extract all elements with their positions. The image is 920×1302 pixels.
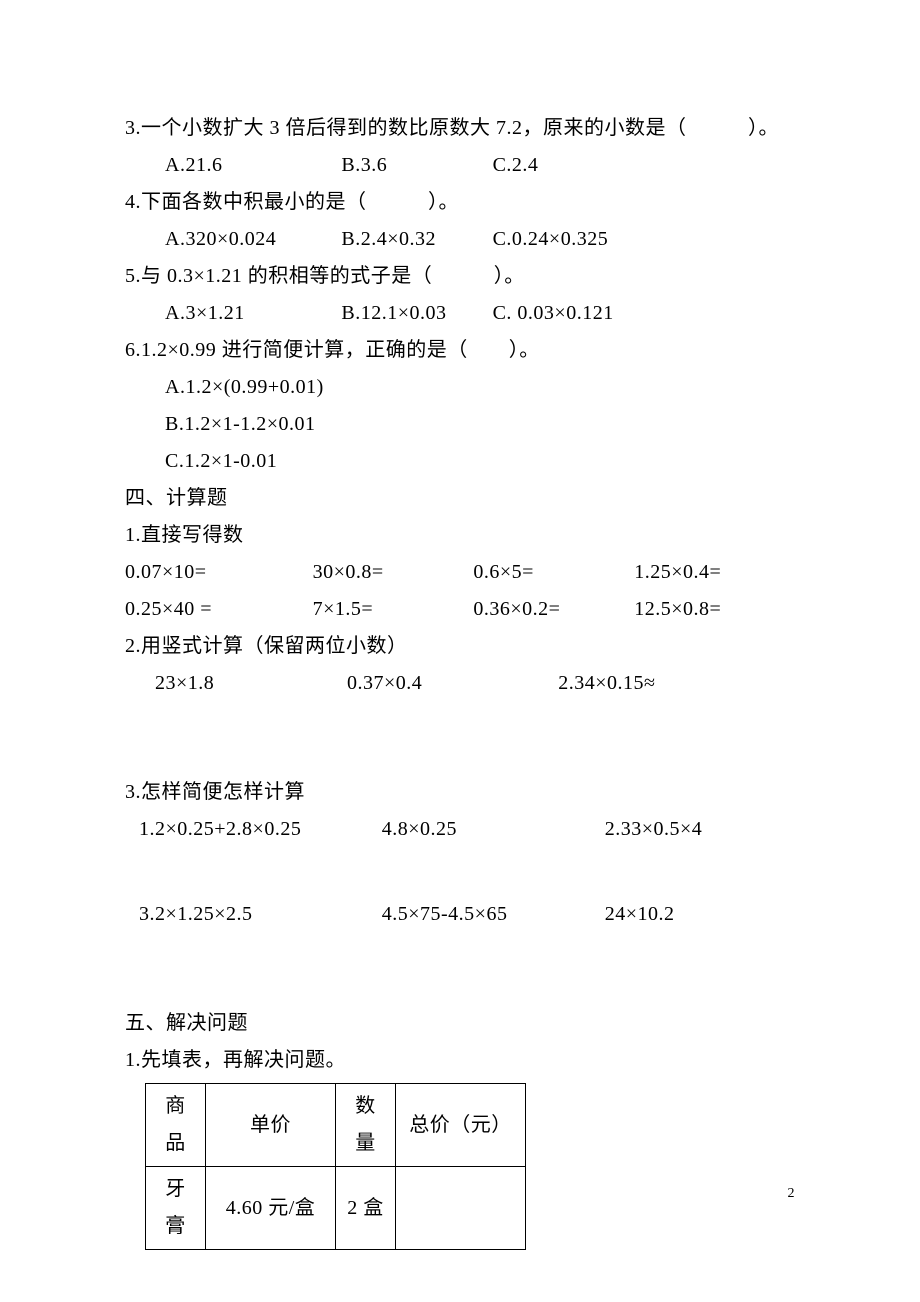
s4p1r1c2: 30×0.8= (313, 554, 474, 591)
s5-p1-title: 1.先填表，再解决问题。 (125, 1042, 795, 1079)
section-4-title: 四、计算题 (125, 480, 795, 517)
s4p1r1c3: 0.6×5= (473, 554, 634, 591)
s4-p3-row2: 3.2×1.25×2.5 4.5×75-4.5×65 24×10.2 (125, 896, 795, 933)
s4p1r1c4: 1.25×0.4= (634, 554, 795, 591)
td-price: 4.60 元/盒 (206, 1167, 336, 1250)
q5-opt-b: B.12.1×0.03 (341, 295, 492, 332)
question-4-options: A.320×0.024 B.2.4×0.32 C.0.24×0.325 (125, 221, 795, 258)
s4p3r2a: 3.2×1.25×2.5 (139, 896, 382, 933)
td-total (396, 1167, 526, 1250)
th-qty: 数量 (336, 1084, 396, 1167)
q5-opt-a: A.3×1.21 (165, 295, 341, 332)
q4-opt-a: A.320×0.024 (165, 221, 341, 258)
question-6: 6.1.2×0.99 进行简便计算，正确的是（ ）。 A.1.2×(0.99+0… (125, 332, 795, 480)
s4-p1-row1: 0.07×10= 30×0.8= 0.6×5= 1.25×0.4= (125, 554, 795, 591)
td-qty: 2 盒 (336, 1167, 396, 1250)
q3-opt-a: A.21.6 (165, 147, 341, 184)
q6-opt-c: C.1.2×1-0.01 (125, 443, 795, 480)
q4-opt-b: B.2.4×0.32 (341, 221, 492, 258)
question-5: 5.与 0.3×1.21 的积相等的式子是（ ）。 A.3×1.21 B.12.… (125, 258, 795, 332)
question-4-text: 4.下面各数中积最小的是（ ）。 (125, 184, 795, 221)
s4p2a: 23×1.8 (155, 665, 347, 702)
s4-p1-row2: 0.25×40 = 7×1.5= 0.36×0.2= 12.5×0.8= (125, 591, 795, 628)
table-row: 牙膏 4.60 元/盒 2 盒 (146, 1167, 526, 1250)
s4p2b: 0.37×0.4 (347, 665, 558, 702)
price-table: 商品 单价 数量 总价（元） 牙膏 4.60 元/盒 2 盒 (145, 1083, 526, 1250)
question-4: 4.下面各数中积最小的是（ ）。 A.320×0.024 B.2.4×0.32 … (125, 184, 795, 258)
th-price: 单价 (206, 1084, 336, 1167)
s4p3r1c: 2.33×0.5×4 (605, 811, 795, 848)
s4p3r2c: 24×10.2 (605, 896, 795, 933)
question-5-options: A.3×1.21 B.12.1×0.03 C. 0.03×0.121 (125, 295, 795, 332)
s4-p3-row1: 1.2×0.25+2.8×0.25 4.8×0.25 2.33×0.5×4 (125, 811, 795, 848)
question-3-text: 3.一个小数扩大 3 倍后得到的数比原数大 7.2，原来的小数是（ ）。 (125, 110, 795, 147)
s4-p2-row: 23×1.8 0.37×0.4 2.34×0.15≈ (125, 665, 795, 702)
s4p3r1b: 4.8×0.25 (382, 811, 605, 848)
question-3: 3.一个小数扩大 3 倍后得到的数比原数大 7.2，原来的小数是（ ）。 A.2… (125, 110, 795, 184)
s4-p2-title: 2.用竖式计算（保留两位小数） (125, 628, 795, 665)
s4p1r2c3: 0.36×0.2= (473, 591, 634, 628)
q5-opt-c: C. 0.03×0.121 (493, 295, 644, 332)
q4-opt-c: C.0.24×0.325 (493, 221, 644, 258)
s4p1r1c1: 0.07×10= (125, 554, 313, 591)
question-5-text: 5.与 0.3×1.21 的积相等的式子是（ ）。 (125, 258, 795, 295)
s4-p1-title: 1.直接写得数 (125, 517, 795, 554)
q6-opt-b: B.1.2×1-1.2×0.01 (125, 406, 795, 443)
s4p1r2c2: 7×1.5= (313, 591, 474, 628)
q6-opt-a: A.1.2×(0.99+0.01) (125, 369, 795, 406)
s4-p3-title: 3.怎样简便怎样计算 (125, 774, 795, 811)
s4p3r2b: 4.5×75-4.5×65 (382, 896, 605, 933)
s4p2c: 2.34×0.15≈ (558, 665, 795, 702)
question-3-options: A.21.6 B.3.6 C.2.4 (125, 147, 795, 184)
td-product: 牙膏 (146, 1167, 206, 1250)
s4p3r1a: 1.2×0.25+2.8×0.25 (139, 811, 382, 848)
table-header-row: 商品 单价 数量 总价（元） (146, 1084, 526, 1167)
th-total: 总价（元） (396, 1084, 526, 1167)
s4p1r2c1: 0.25×40 = (125, 591, 313, 628)
question-6-text: 6.1.2×0.99 进行简便计算，正确的是（ ）。 (125, 332, 795, 369)
th-product: 商品 (146, 1084, 206, 1167)
section-5-title: 五、解决问题 (125, 1005, 795, 1042)
page-number: 2 (788, 1181, 796, 1207)
q3-opt-c: C.2.4 (493, 147, 644, 184)
s4p1r2c4: 12.5×0.8= (634, 591, 795, 628)
q3-opt-b: B.3.6 (341, 147, 492, 184)
